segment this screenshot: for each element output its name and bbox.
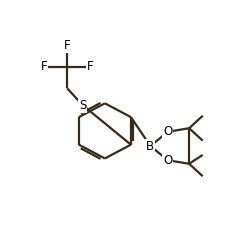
Text: O: O (163, 125, 172, 138)
Text: F: F (40, 60, 47, 73)
Text: B: B (146, 140, 154, 152)
Text: F: F (87, 60, 94, 73)
Text: S: S (79, 99, 86, 112)
Text: F: F (64, 39, 70, 52)
Text: O: O (163, 154, 172, 167)
